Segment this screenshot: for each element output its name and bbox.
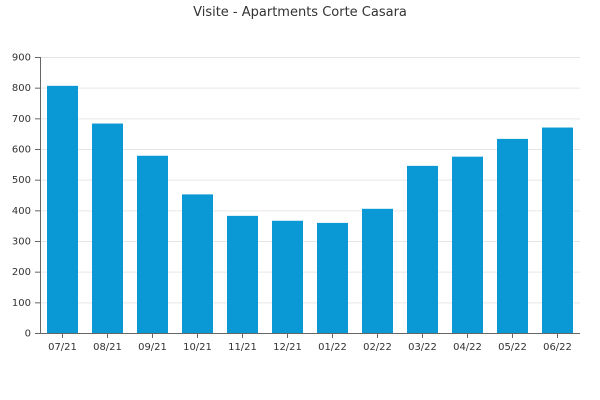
x-tick-label: 04/22 — [453, 342, 482, 353]
bar-06-22 — [542, 127, 573, 334]
bar-05-22 — [497, 138, 528, 333]
bar-01-22 — [317, 222, 348, 333]
y-axis-ticks: 0 100 200 300 400 500 600 700 800 900 — [12, 53, 40, 340]
x-tick-label: 09/21 — [138, 342, 167, 353]
y-tick-label: 0 — [25, 329, 31, 340]
chart-title: Visite - Apartments Corte Casara — [193, 5, 407, 20]
x-axis-ticks: 07/21 08/21 09/21 10/21 11/21 12/21 01/22 02/22… — [48, 333, 572, 353]
bar-11-21 — [227, 215, 258, 333]
bar-04-22 — [452, 156, 483, 333]
bar-09-21 — [137, 155, 168, 333]
y-tick-label: 400 — [12, 206, 31, 217]
x-tick-label: 07/21 — [48, 342, 77, 353]
x-tick-label: 08/21 — [93, 342, 122, 353]
x-tick-label: 11/21 — [228, 342, 257, 353]
bar-07-21 — [47, 85, 78, 334]
bar-03-22 — [407, 165, 438, 333]
bar-08-21 — [92, 123, 123, 334]
x-tick-label: 02/22 — [363, 342, 392, 353]
y-tick-label: 200 — [12, 267, 31, 278]
x-tick-label: 10/21 — [183, 342, 212, 353]
x-tick-label: 05/22 — [498, 342, 527, 353]
y-tick-label: 900 — [12, 53, 31, 64]
bar-10-21 — [182, 194, 213, 333]
gridlines — [40, 57, 580, 304]
y-tick-label: 500 — [12, 175, 31, 186]
axes — [40, 57, 580, 334]
x-tick-label: 03/22 — [408, 342, 437, 353]
x-tick-label: 12/21 — [273, 342, 302, 353]
x-tick-label: 01/22 — [318, 342, 347, 353]
bars — [47, 85, 573, 334]
bar-12-21 — [272, 220, 303, 333]
y-tick-label: 300 — [12, 237, 31, 248]
y-tick-label: 700 — [12, 114, 31, 125]
y-tick-label: 800 — [12, 83, 31, 94]
x-tick-label: 06/22 — [543, 342, 572, 353]
y-tick-label: 600 — [12, 145, 31, 156]
bar-02-22 — [362, 208, 393, 333]
y-tick-label: 100 — [12, 298, 31, 309]
